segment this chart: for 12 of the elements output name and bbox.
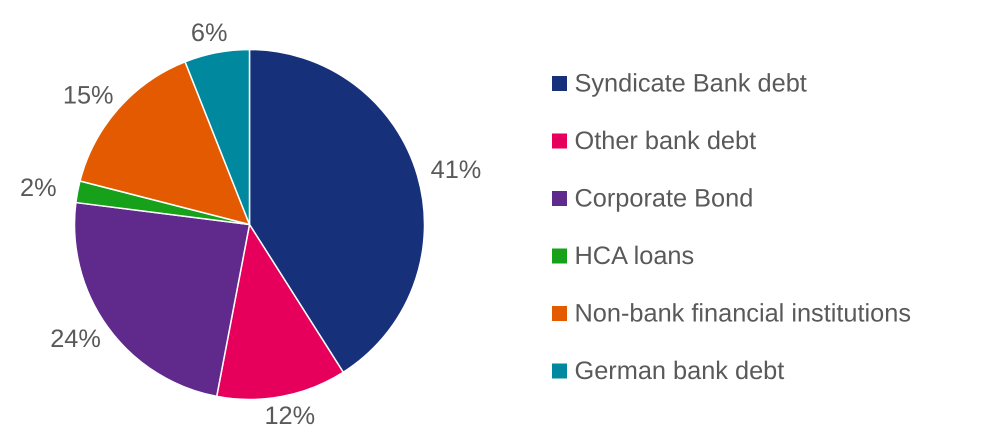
data-label: 15% — [62, 82, 114, 110]
legend-label: Corporate Bond — [574, 184, 754, 212]
data-label: 6% — [190, 18, 228, 47]
legend-label: Syndicate Bank debt — [574, 70, 807, 98]
data-label: 24% — [50, 325, 101, 354]
data-label: 41% — [430, 156, 482, 184]
legend-label: German bank debt — [574, 357, 784, 385]
data-label: 2% — [20, 174, 57, 202]
legend-label: HCA loans — [574, 242, 694, 270]
legend-label: Other bank debt — [574, 127, 756, 155]
data-label: 12% — [264, 402, 316, 427]
legend-label: Non-bank financial institutions — [574, 300, 911, 328]
